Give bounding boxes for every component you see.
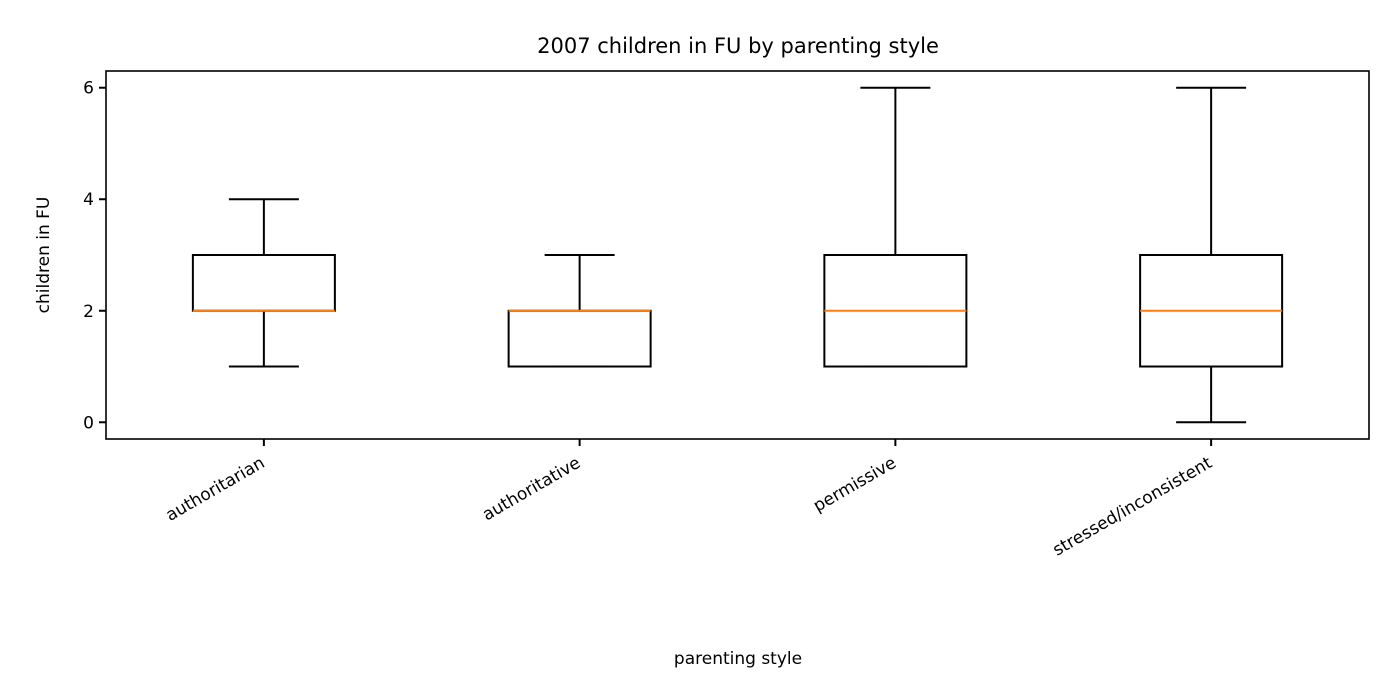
- x-tick-label: authoritative: [479, 453, 584, 525]
- box-stressed-inconsistent: [1139, 86, 1284, 424]
- box-authoritative: [507, 254, 652, 368]
- x-tick-label: permissive: [810, 453, 900, 516]
- boxes-layer: [191, 86, 1284, 424]
- plot-area-frame: [105, 70, 1370, 440]
- chart-title: 2007 children in FU by parenting style: [537, 34, 939, 58]
- y-axis-label: children in FU: [34, 197, 54, 314]
- box-authoritarian: [191, 198, 336, 368]
- box-permissive: [823, 86, 968, 368]
- y-tick-label: 0: [83, 413, 94, 433]
- y-tick-label: 2: [83, 302, 94, 322]
- x-axis-label: parenting style: [674, 649, 802, 669]
- iqr-box: [507, 309, 652, 368]
- y-axis: 0 2 4 6: [83, 79, 106, 433]
- y-tick-label: 6: [83, 79, 94, 99]
- iqr-box: [191, 254, 336, 312]
- x-axis: authoritarian authoritative permissive stre…: [162, 439, 1216, 561]
- x-tick-label: authoritarian: [162, 453, 268, 526]
- x-tick-label: stressed/inconsistent: [1049, 453, 1215, 561]
- y-tick-label: 4: [83, 190, 94, 210]
